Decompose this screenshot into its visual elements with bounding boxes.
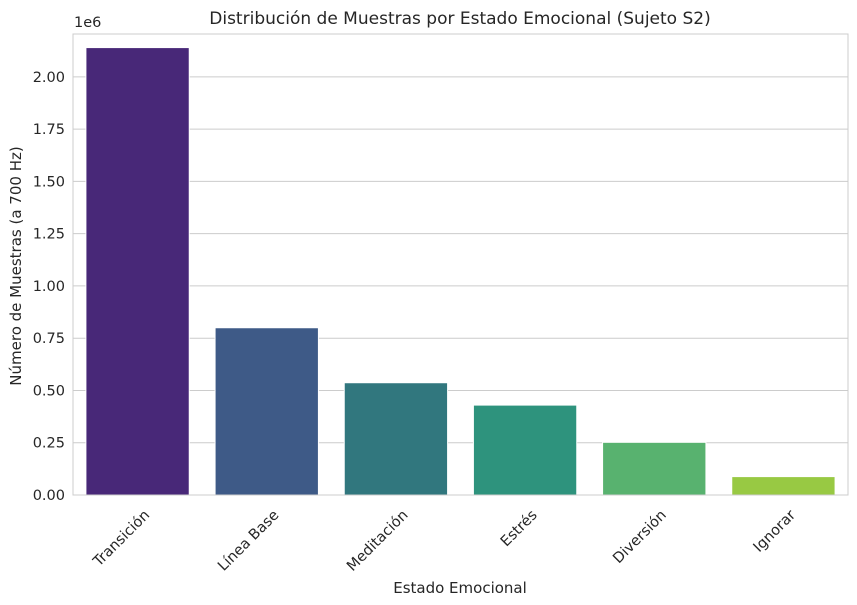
y-tick-label: 0.25	[33, 436, 65, 452]
y-tick-label: 0.50	[33, 383, 65, 399]
y-tick-label: 0.00	[33, 488, 65, 504]
y-axis-label: Número de Muestras (a 700 Hz)	[7, 146, 25, 385]
y-tick-label: 1.00	[33, 279, 65, 295]
bar	[602, 441, 707, 496]
x-tick-label: Meditación	[344, 507, 411, 574]
bar	[214, 327, 319, 496]
x-tick-layer: Transición Línea Base Meditación Estrés Dive…	[90, 507, 799, 574]
y-tick-label: 1.50	[33, 174, 65, 190]
bar	[731, 476, 836, 496]
bar	[85, 47, 190, 496]
y-tick-label: 1.75	[33, 122, 65, 138]
x-tick-label: Diversión	[610, 507, 670, 567]
x-axis-label: Estado Emocional	[393, 579, 527, 597]
bar	[343, 382, 449, 496]
x-tick-label: Línea Base	[215, 507, 282, 574]
chart-title: Distribución de Muestras por Estado Emoc…	[209, 9, 710, 29]
plot-frame	[72, 33, 849, 496]
y-tick-label: 0.75	[33, 331, 65, 347]
y-tick-label: 1.25	[33, 227, 65, 243]
x-tick-label: Estrés	[498, 507, 541, 550]
x-tick-label: Transición	[90, 507, 153, 570]
y-tick-label: 2.00	[33, 70, 65, 86]
bar	[472, 404, 578, 496]
y-axis-offset-label: 1e6	[74, 15, 101, 31]
bar-layer	[85, 47, 836, 496]
y-tick-layer: 0.00 0.25 0.50 0.75 1.00 1.25 1.50 1.75 2.00	[33, 70, 65, 504]
grid-layer	[73, 76, 848, 496]
x-tick-label: Ignorar	[751, 507, 799, 555]
